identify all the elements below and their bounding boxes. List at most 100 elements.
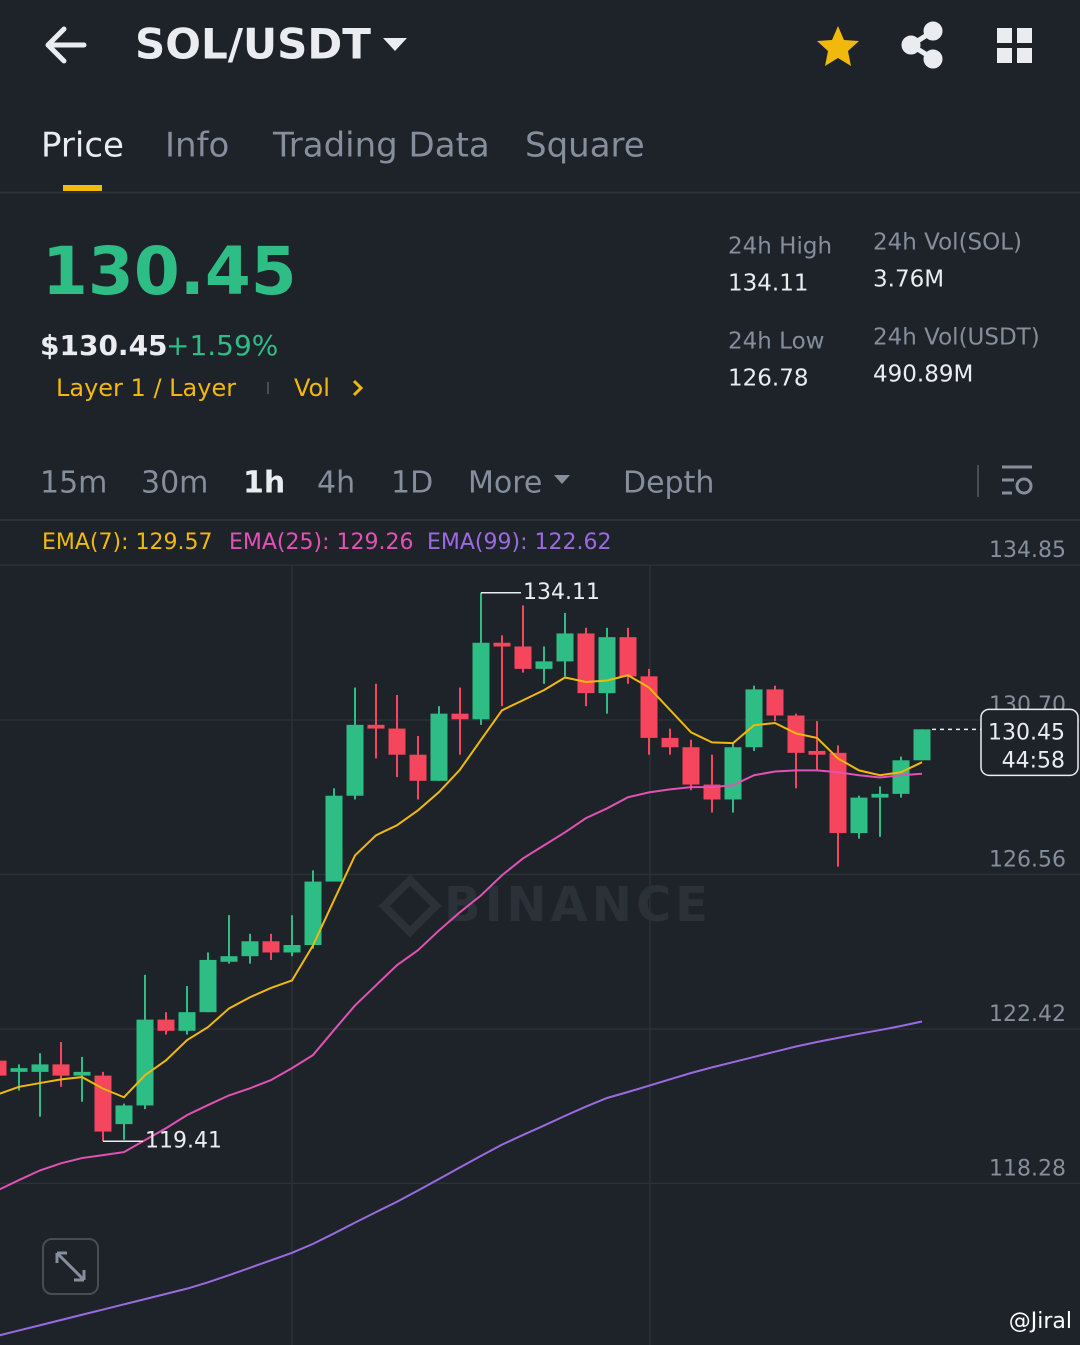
favorite-star[interactable] <box>817 26 859 66</box>
icon-gear <box>1015 477 1033 495</box>
stat-value: 134.11 <box>728 271 808 297</box>
interval[interactable]: 30m <box>141 466 208 501</box>
candle-body <box>808 750 826 755</box>
interval[interactable]: More <box>468 466 542 501</box>
grid-cell <box>1017 48 1032 63</box>
back-arrow <box>45 26 87 64</box>
stat-value: 126.78 <box>728 366 808 392</box>
pair-title[interactable]: SOL/USDT <box>135 20 371 69</box>
tab[interactable]: Price <box>41 126 124 166</box>
candle-body <box>871 793 889 798</box>
candle-body <box>766 689 784 716</box>
price-box <box>980 708 1079 777</box>
ema-line <box>0 1020 923 1337</box>
high-label: 134.11 <box>523 580 600 605</box>
candle-body <box>472 642 490 720</box>
candle-body <box>682 747 700 785</box>
last-price: 130.45 <box>42 233 297 310</box>
chevron <box>352 379 364 397</box>
low-label: 119.41 <box>145 1128 222 1153</box>
y-tick-label: 122.42 <box>989 1002 1066 1027</box>
stat-value: 490.89M <box>873 362 973 388</box>
tab-bar: Price Info Trading Data Square <box>41 126 645 166</box>
tab[interactable]: Trading Data <box>272 126 490 166</box>
tab[interactable]: Square <box>525 126 645 166</box>
interval[interactable]: 4h <box>317 466 355 501</box>
candle-body <box>850 797 868 834</box>
candle-body <box>556 633 574 662</box>
candle-body <box>430 713 448 781</box>
candle-body <box>178 1012 196 1031</box>
watermark: BINANCE <box>444 877 712 933</box>
candle-body <box>724 747 742 800</box>
candle-body <box>640 676 658 738</box>
candle-body <box>598 637 616 694</box>
ema-line <box>0 674 923 1099</box>
candle-body <box>493 642 511 647</box>
candle-body <box>577 633 595 694</box>
candle-body <box>304 881 322 945</box>
interval[interactable]: 15m <box>40 466 107 501</box>
stat-label: 24h Vol(USDT) <box>873 325 1040 351</box>
candle-body <box>619 637 637 677</box>
candle-body <box>94 1075 112 1132</box>
candle-body <box>199 959 217 1013</box>
candle-body <box>535 661 553 669</box>
share-button[interactable] <box>901 21 943 69</box>
candle-body <box>157 1019 175 1031</box>
candle-body <box>892 760 910 794</box>
candle-body <box>220 956 238 962</box>
legend-entry: EMA(99): 122.62 <box>427 530 611 555</box>
chart: BINANCE134.85130.70126.56122.42118.28EMA… <box>0 530 1080 1345</box>
candle-body <box>115 1105 133 1125</box>
candle-body <box>913 729 931 761</box>
candle-body <box>136 1019 154 1106</box>
vol-tag[interactable]: Vol <box>294 374 330 402</box>
price-tag: 130.45 <box>988 720 1065 745</box>
candle-body <box>451 713 469 720</box>
interval[interactable]: 1D <box>391 466 433 501</box>
tab-indicator <box>63 185 102 191</box>
ema-line <box>0 769 923 1191</box>
interval[interactable]: Depth <box>623 466 714 501</box>
price-change: +1.59% <box>166 329 278 362</box>
y-tick-label: 134.85 <box>989 538 1066 563</box>
usd-price: $130.45 <box>40 329 168 362</box>
stat-value: 3.76M <box>873 267 944 293</box>
more-caret <box>554 475 570 484</box>
candle-body <box>388 728 406 755</box>
layout-button[interactable] <box>997 28 1032 63</box>
pair-dropdown[interactable] <box>383 38 407 51</box>
candle-body <box>514 646 532 669</box>
y-tick-label: 118.28 <box>989 1156 1066 1181</box>
candle-body <box>346 724 364 796</box>
grid-cell <box>997 48 1012 63</box>
chart-settings[interactable] <box>1002 465 1033 495</box>
back-button[interactable] <box>45 26 87 64</box>
candle-body <box>325 795 343 882</box>
interval[interactable]: 1h <box>243 466 285 501</box>
sector-tag[interactable]: Layer 1 / Layer <box>56 374 236 402</box>
y-tick-label: 126.56 <box>989 847 1066 872</box>
grid-cell <box>1017 28 1032 43</box>
candle-body <box>703 784 721 800</box>
tab[interactable]: Info <box>165 126 229 166</box>
countdown: 44:58 <box>1002 748 1065 773</box>
stat-label: 24h High <box>728 234 832 260</box>
candle-body <box>661 737 679 748</box>
credit: @Jiral <box>1009 1309 1072 1334</box>
grid-cell <box>997 28 1012 43</box>
candle-body <box>10 1068 28 1072</box>
legend-entry: EMA(7): 129.57 <box>42 530 212 555</box>
share-dot <box>901 35 921 55</box>
share-dot <box>923 49 943 69</box>
candle-body <box>829 752 847 834</box>
candle-body <box>52 1064 70 1076</box>
stat-label: 24h Low <box>728 329 824 355</box>
expand-icon <box>55 1251 86 1282</box>
expand-button[interactable] <box>42 1238 99 1295</box>
interval-bar: 15m 30m 1h 4h 1D More Depth <box>40 466 714 501</box>
